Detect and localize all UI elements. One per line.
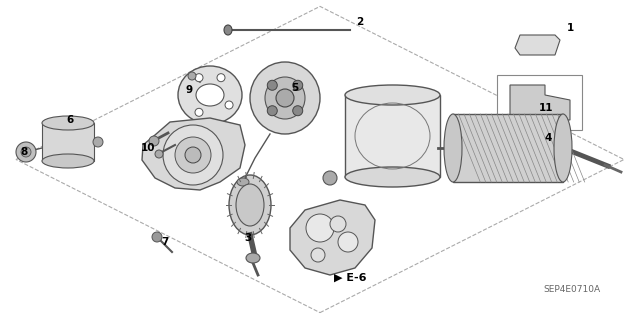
Ellipse shape xyxy=(42,116,94,130)
Text: ▶ E-6: ▶ E-6 xyxy=(333,273,366,283)
Ellipse shape xyxy=(276,89,294,107)
Circle shape xyxy=(175,137,211,173)
Polygon shape xyxy=(290,200,375,275)
Bar xyxy=(345,95,440,177)
Ellipse shape xyxy=(250,62,320,134)
Circle shape xyxy=(188,72,196,80)
Text: 8: 8 xyxy=(20,147,28,157)
Circle shape xyxy=(163,125,223,185)
Circle shape xyxy=(268,80,277,90)
Ellipse shape xyxy=(236,184,264,226)
Ellipse shape xyxy=(444,114,462,182)
Ellipse shape xyxy=(196,84,224,106)
Circle shape xyxy=(338,232,358,252)
Text: 1: 1 xyxy=(566,23,573,33)
Circle shape xyxy=(330,216,346,232)
Ellipse shape xyxy=(178,66,242,124)
Circle shape xyxy=(195,74,203,82)
Text: 10: 10 xyxy=(141,143,156,153)
Circle shape xyxy=(292,106,303,116)
Text: 7: 7 xyxy=(161,237,169,247)
Circle shape xyxy=(195,108,203,116)
Ellipse shape xyxy=(224,25,232,35)
Ellipse shape xyxy=(246,253,260,263)
Bar xyxy=(453,114,563,182)
Circle shape xyxy=(225,101,233,109)
Text: 5: 5 xyxy=(291,83,299,93)
Circle shape xyxy=(185,147,201,163)
Polygon shape xyxy=(515,35,560,55)
Polygon shape xyxy=(510,85,570,120)
Polygon shape xyxy=(142,118,245,190)
Text: 9: 9 xyxy=(186,85,193,95)
Ellipse shape xyxy=(345,167,440,187)
Circle shape xyxy=(149,136,159,146)
Ellipse shape xyxy=(345,85,440,105)
Bar xyxy=(42,123,94,161)
Text: 6: 6 xyxy=(67,115,74,125)
Circle shape xyxy=(152,232,162,242)
Text: 3: 3 xyxy=(244,233,252,243)
Circle shape xyxy=(268,106,277,116)
Bar xyxy=(497,75,582,130)
Circle shape xyxy=(323,171,337,185)
Ellipse shape xyxy=(265,77,305,119)
Text: 11: 11 xyxy=(539,103,553,113)
Ellipse shape xyxy=(554,114,572,182)
Circle shape xyxy=(292,80,303,90)
Circle shape xyxy=(16,142,36,162)
Circle shape xyxy=(21,147,31,157)
Ellipse shape xyxy=(42,154,94,168)
Circle shape xyxy=(217,74,225,82)
Circle shape xyxy=(155,150,163,158)
Ellipse shape xyxy=(237,178,249,186)
Ellipse shape xyxy=(93,137,103,147)
Text: 4: 4 xyxy=(544,133,552,143)
Circle shape xyxy=(306,214,334,242)
Ellipse shape xyxy=(229,175,271,235)
Text: SEP4E0710A: SEP4E0710A xyxy=(543,286,600,294)
Text: 2: 2 xyxy=(356,17,364,27)
Circle shape xyxy=(311,248,325,262)
